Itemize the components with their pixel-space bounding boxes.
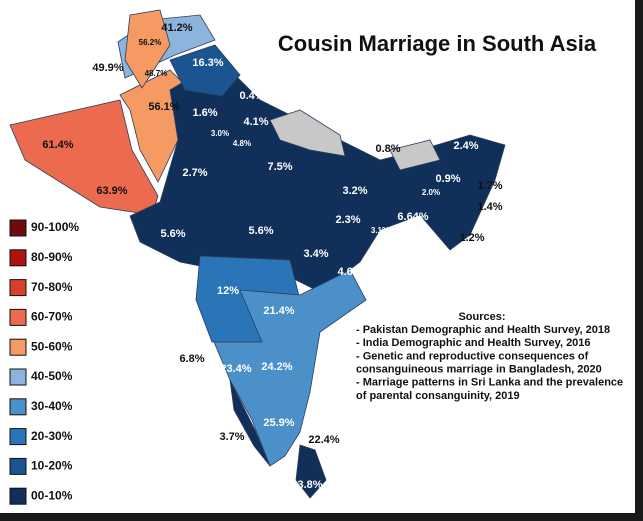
title: Cousin Marriage in South Asia (278, 31, 597, 56)
legend-swatch (9, 219, 27, 237)
region-label: 49.9% (92, 62, 123, 74)
region-label: 48.7% (145, 69, 168, 78)
region (169, 44, 241, 97)
source-line: - Pakistan Demographic and Health Survey… (356, 324, 610, 336)
region-label: 41.2% (161, 22, 192, 34)
region-label: 56.1% (148, 101, 179, 113)
legend-label: 60-70% (31, 310, 73, 324)
source-line: consanguineous marriage in Bangladesh, 2… (356, 364, 602, 376)
region-label: 0.9% (435, 173, 460, 185)
region-label: 3.2% (342, 185, 367, 197)
region-label: 1.7% (477, 180, 502, 192)
region-label: 24.2% (261, 361, 292, 373)
legend-label: 70-80% (31, 280, 73, 294)
legend-label: 20-30% (31, 429, 73, 443)
region-label: 2.0% (422, 188, 440, 197)
region-label: 5.6% (248, 225, 273, 237)
region-label: 23.4% (220, 363, 251, 375)
legend-label: 50-60% (31, 339, 73, 353)
region-label: 3.4% (303, 248, 328, 260)
legend: 90-100% 80-90% 70-80% 60-70% 50-60% 40-50% 30-… (9, 219, 79, 505)
region-label: 5.6% (160, 228, 185, 240)
region (389, 139, 441, 171)
legend-label: 30-40% (31, 399, 73, 413)
region-label: 22.4% (308, 434, 339, 446)
sources: Sources:- Pakistan Demographic and Healt… (356, 311, 623, 402)
region-label: 7.5% (267, 161, 292, 173)
region (295, 444, 327, 499)
region (129, 59, 506, 293)
legend-swatch (9, 338, 27, 356)
region-label: 4.6% (337, 266, 362, 278)
region-label: 3.7% (219, 431, 244, 443)
region-label: 12% (217, 285, 239, 297)
region (229, 379, 271, 467)
map-regions (9, 9, 506, 499)
region-label: 16.3% (192, 57, 223, 69)
legend-label: 90-100% (31, 220, 79, 234)
source-line: - India Demographic and Health Survey, 2… (356, 337, 591, 349)
legend-swatch (9, 398, 27, 416)
region (269, 109, 346, 157)
region-label: 56.2% (139, 38, 162, 47)
legend-swatch (9, 487, 27, 505)
legend-swatch (9, 249, 27, 267)
region-label: 6.64% (397, 211, 428, 223)
region-label: 4.8% (233, 139, 251, 148)
region-label: 3.0% (211, 129, 229, 138)
source-line: - Genetic and reproductive consequences … (356, 350, 589, 362)
region-label: 2.3% (335, 214, 360, 226)
region-label: 3.1% (371, 226, 389, 235)
source-line: - Marriage patterns in Sri Lanka and the… (356, 377, 623, 389)
legend-label: 40-50% (31, 369, 73, 383)
sources-heading: Sources: (458, 311, 505, 323)
region-label: 63.9% (96, 185, 127, 197)
legend-swatch (9, 279, 27, 297)
legend-swatch (9, 428, 27, 446)
region-label: 1.2% (459, 232, 484, 244)
source-line: of parental consanguinity, 2019 (356, 390, 520, 402)
legend-swatch (9, 308, 27, 326)
region-label: 0.4% (239, 90, 264, 102)
region-labels: 41.2% 56.2% 49.9% 48.7% 16.3% 0.4% 1.6% … (42, 22, 502, 491)
region-label: 2.7% (182, 167, 207, 179)
region-label: 25.9% (263, 417, 294, 429)
legend-label: 80-90% (31, 250, 73, 264)
legend-label: 10-20% (31, 459, 73, 473)
region-label: 0.8% (375, 143, 400, 155)
region (124, 9, 171, 89)
legend-swatch (9, 368, 27, 386)
legend-swatch (9, 457, 27, 475)
region-label: 1.4% (477, 201, 502, 213)
region (213, 269, 367, 467)
region-label: 6.8% (179, 353, 204, 365)
region-label: 2.4% (453, 140, 478, 152)
legend-label: 00-10% (31, 488, 73, 502)
region-label: 21.4% (263, 305, 294, 317)
region-label: 4.1% (243, 116, 268, 128)
region-label: 1.6% (192, 107, 217, 119)
region-label: 61.4% (42, 139, 73, 151)
region-label: 3.8% (297, 479, 322, 491)
